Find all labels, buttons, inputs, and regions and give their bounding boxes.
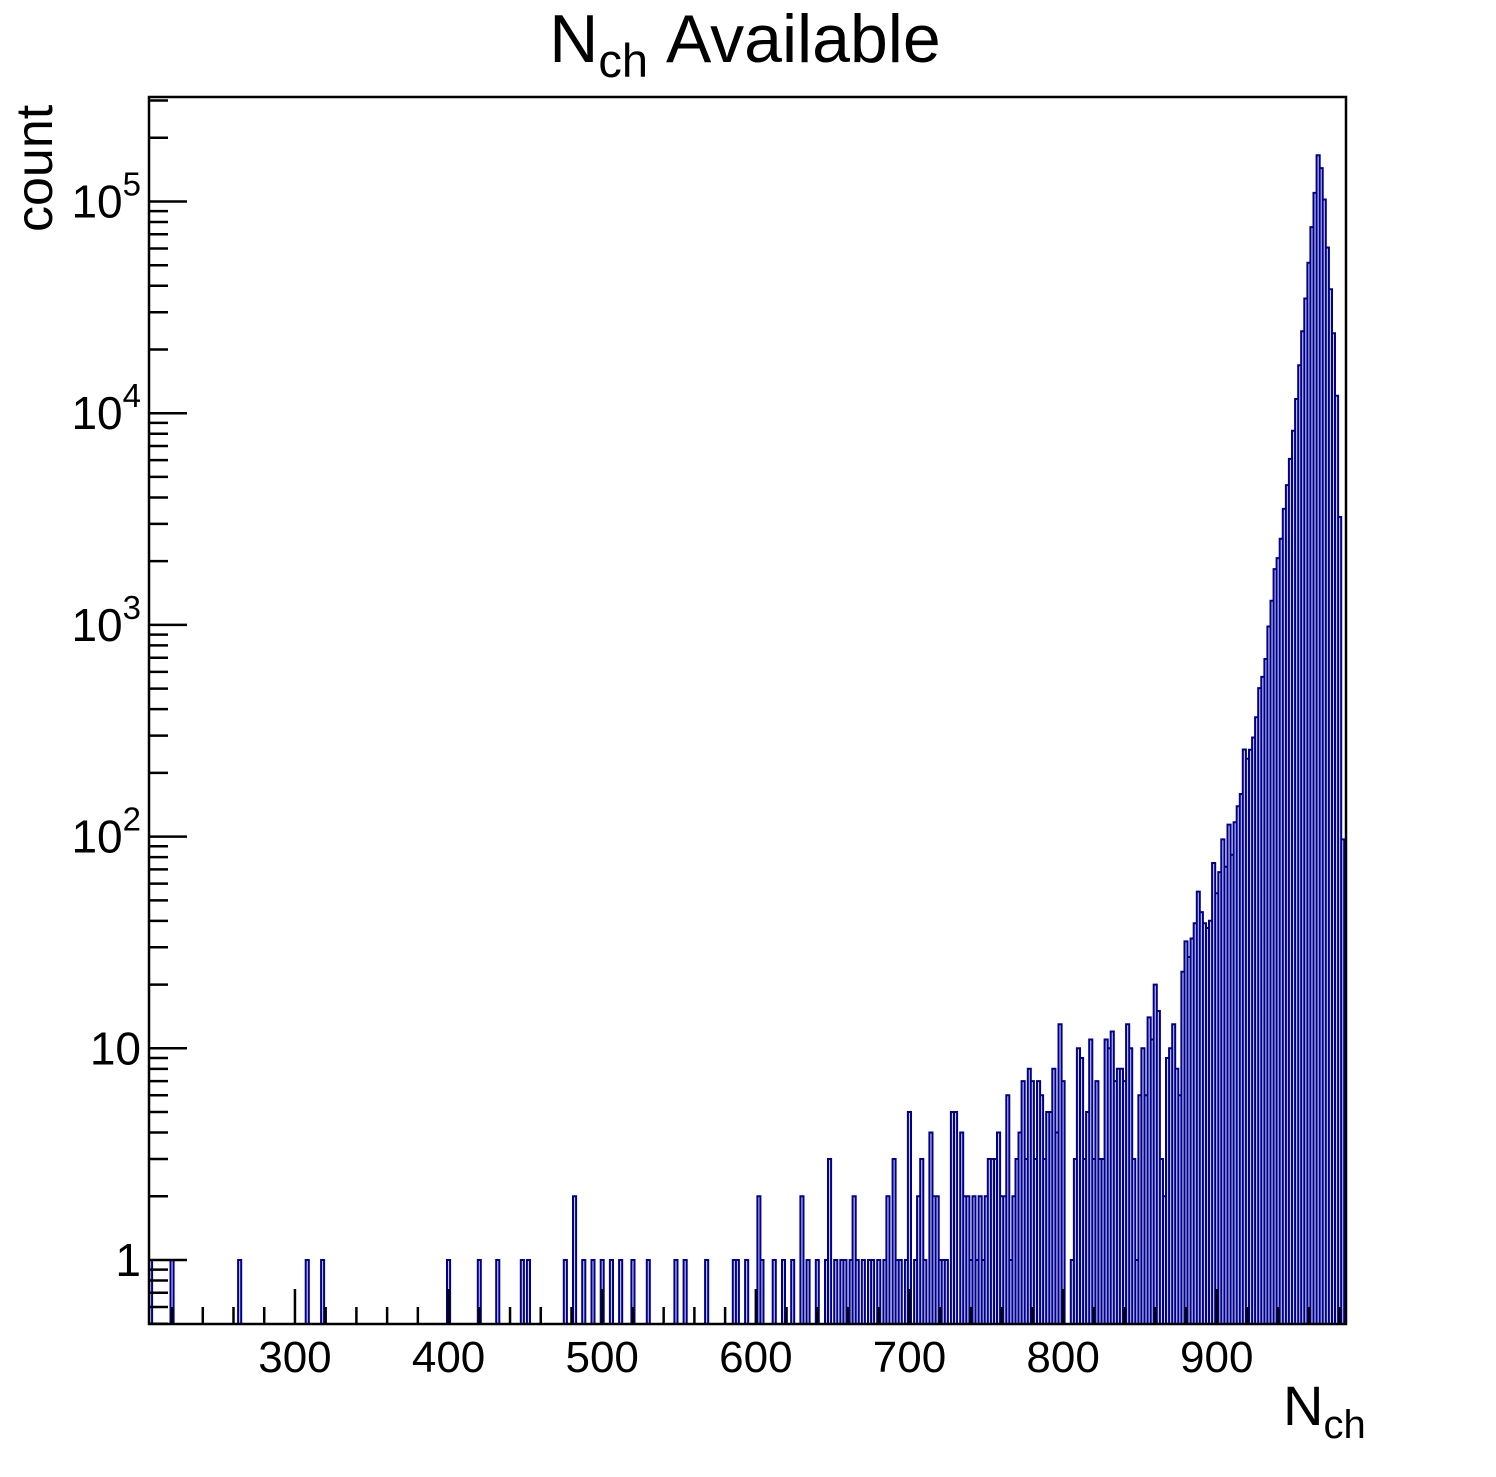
- x-axis-tick-label: 700: [873, 1333, 946, 1382]
- y-axis-tick-label: 1: [115, 1234, 141, 1286]
- y-axis-tick-label: 105: [71, 166, 141, 228]
- axis-tick-labels: 300 400 500 600 700 800 900 1 10 102 103 104 105: [71, 166, 1253, 1383]
- y-axis-tick-label: 10: [90, 1022, 141, 1074]
- y-axis-tick-label: 103: [71, 589, 141, 651]
- y-axis-tick-label: 104: [71, 377, 141, 439]
- x-axis-tick-label: 400: [412, 1333, 485, 1382]
- y-axis-tick-label: 102: [71, 801, 141, 863]
- histogram-path: [148, 154, 1347, 1325]
- x-axis-tick-label: 300: [258, 1333, 331, 1382]
- axis-ticks: [149, 99, 1341, 1325]
- y-axis-title: count: [6, 104, 64, 232]
- x-axis-tick-label: 900: [1180, 1333, 1253, 1382]
- x-axis-title: Nch: [1283, 1374, 1366, 1447]
- x-axis-tick-label: 600: [719, 1333, 792, 1382]
- x-axis-tick-label: 500: [565, 1333, 638, 1382]
- chart-title: Nch Available: [549, 1, 940, 87]
- plot-frame: [147, 95, 1348, 1326]
- x-axis-tick-label: 800: [1026, 1333, 1099, 1382]
